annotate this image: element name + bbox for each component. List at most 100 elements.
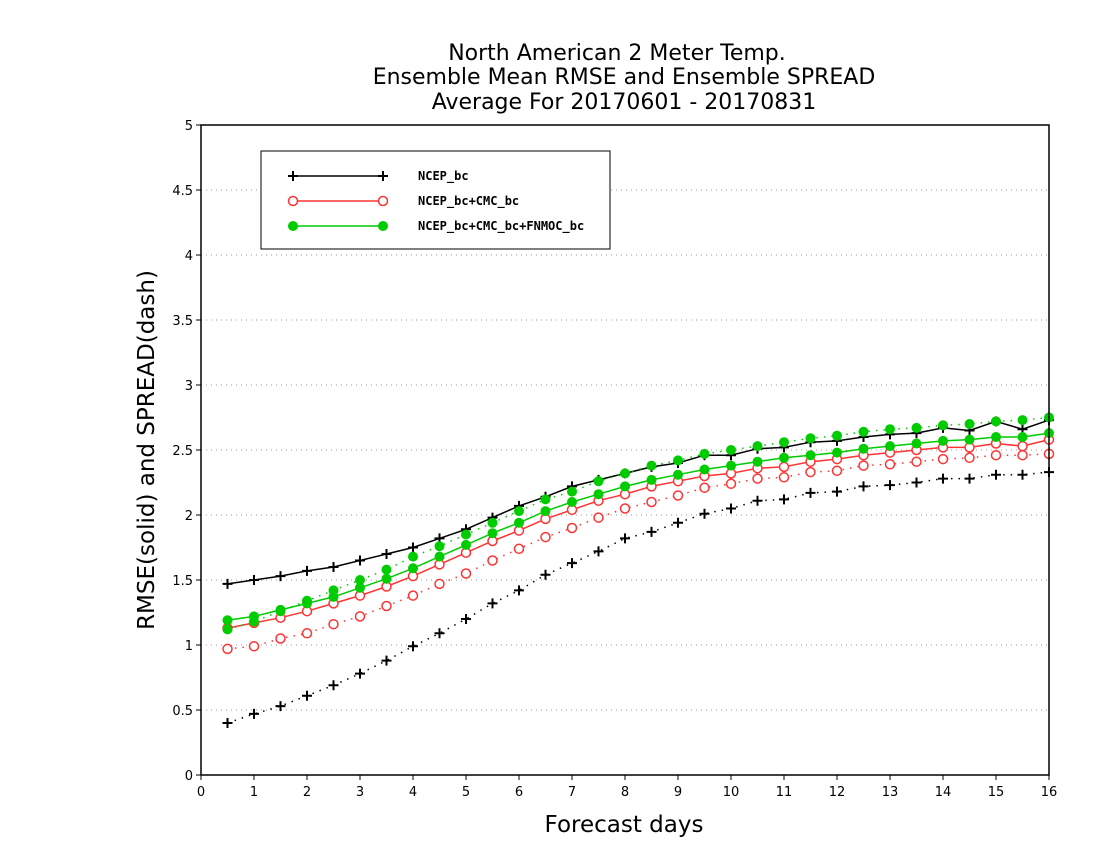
- spread-point: [885, 480, 895, 491]
- rmse-point: [885, 441, 895, 452]
- rmse-point: [408, 542, 418, 553]
- spread-point: [487, 555, 498, 566]
- y-tick-label: 2: [185, 509, 193, 524]
- spread-point: [381, 600, 392, 612]
- spread-point: [355, 668, 365, 679]
- chart-title-line-1: North American 2 Meter Temp.: [448, 41, 786, 66]
- rmse-point: [514, 517, 524, 528]
- spread-point: [778, 472, 790, 483]
- x-tick-label: 15: [988, 785, 1005, 800]
- spread-point: [434, 541, 445, 552]
- rmse-point: [673, 469, 683, 480]
- series-ncep-bc-cmc-bc-fnmoc-bc: [222, 412, 1054, 635]
- spread-point: [328, 618, 339, 630]
- rmse-point: [275, 604, 286, 615]
- spread-point: [885, 424, 895, 435]
- rmse-point: [1017, 432, 1028, 442]
- spread-point: [619, 503, 631, 514]
- rmse-point: [911, 438, 922, 449]
- spread-point: [540, 569, 551, 580]
- spread-point: [699, 448, 710, 459]
- spread-point: [991, 469, 1001, 480]
- legend: NCEP_bc NCEP_bc+CMC_bc NCEP_bc+CMC_bc+FNMO…: [260, 150, 611, 250]
- x-tick-label: 10: [723, 785, 740, 800]
- spread-point: [328, 680, 339, 691]
- spread-point: [726, 503, 736, 514]
- rmse-point: [302, 598, 312, 609]
- rmse-point: [275, 571, 286, 582]
- spread-point: [991, 416, 1001, 427]
- rmse-point: [567, 497, 577, 507]
- rmse-point: [938, 435, 948, 446]
- x-tick-label: 0: [197, 785, 205, 800]
- spread-point: [567, 558, 577, 569]
- x-tick-label: 14: [935, 785, 952, 800]
- spread-point: [805, 487, 816, 498]
- spread-point: [567, 486, 577, 497]
- y-tick-label: 4.5: [172, 184, 193, 199]
- rmse-point: [832, 447, 842, 458]
- spread-point: [964, 452, 975, 464]
- spread-point: [593, 476, 604, 487]
- rmse-point: [461, 539, 471, 550]
- spread-point: [408, 641, 418, 652]
- x-tick-label: 3: [356, 785, 364, 800]
- spread-point: [354, 611, 366, 622]
- spread-point: [832, 486, 842, 497]
- chart-title-line-3: Average For 20170601 - 20170831: [432, 90, 817, 115]
- spread-point: [540, 494, 551, 505]
- y-tick-label: 3: [185, 379, 193, 394]
- rmse-line-ncep-bc: [227, 419, 1050, 585]
- spread-point: [487, 598, 498, 609]
- spread-point: [646, 460, 657, 471]
- y-tick-label: 3.5: [172, 314, 193, 329]
- rmse-point: [1017, 440, 1028, 452]
- spread-point: [858, 481, 869, 492]
- spread-point: [673, 517, 683, 528]
- y-tick-label: 2.5: [172, 444, 193, 459]
- rmse-point: [381, 573, 392, 584]
- spread-point: [752, 495, 763, 506]
- y-tick-label: 1: [185, 639, 193, 654]
- spread-point: [249, 708, 259, 719]
- legend-label: NCEP_bc: [418, 169, 469, 184]
- legend-item-ncep-bc-cmc-bc: NCEP_bc+CMC_bc: [287, 194, 519, 209]
- spread-point: [646, 526, 657, 537]
- spread-point: [832, 430, 842, 441]
- legend-item-ncep-bc: NCEP_bc: [288, 169, 469, 184]
- spread-point: [831, 465, 843, 477]
- spread-point: [938, 420, 948, 431]
- y-tick-label: 5: [185, 119, 193, 134]
- chart-title-line-2: Ensemble Mean RMSE and Ensemble SPREAD: [373, 65, 876, 90]
- y-tick-label: 0.5: [172, 704, 193, 719]
- spread-point: [779, 437, 789, 448]
- spread-point: [752, 473, 763, 484]
- rmse-point: [355, 555, 365, 566]
- spread-point: [911, 422, 922, 433]
- spread-point: [540, 531, 551, 543]
- series-layer: [222, 412, 1055, 728]
- rmse-point: [991, 432, 1001, 442]
- spread-point: [1017, 469, 1028, 480]
- spread-point: [937, 453, 949, 465]
- rmse-point: [434, 551, 445, 562]
- spread-point: [513, 543, 525, 555]
- spread-point: [620, 468, 630, 479]
- spread-point: [620, 533, 630, 544]
- rmse-point: [593, 489, 604, 500]
- spread-point: [222, 718, 233, 728]
- legend-label: NCEP_bc+CMC_bc: [418, 194, 519, 209]
- spread-point: [434, 578, 445, 590]
- x-tick-label: 1: [250, 785, 258, 800]
- x-tick-label: 12: [829, 785, 846, 800]
- x-tick-label: 2: [303, 785, 311, 800]
- spread-point: [726, 445, 736, 455]
- rmse-point: [964, 434, 975, 445]
- spread-point: [301, 628, 313, 639]
- spread-point: [805, 466, 816, 478]
- spread-point: [434, 628, 445, 639]
- rmse-point: [778, 461, 790, 473]
- spread-point: [461, 529, 471, 540]
- spread-point: [593, 546, 604, 557]
- spread-point: [302, 690, 312, 701]
